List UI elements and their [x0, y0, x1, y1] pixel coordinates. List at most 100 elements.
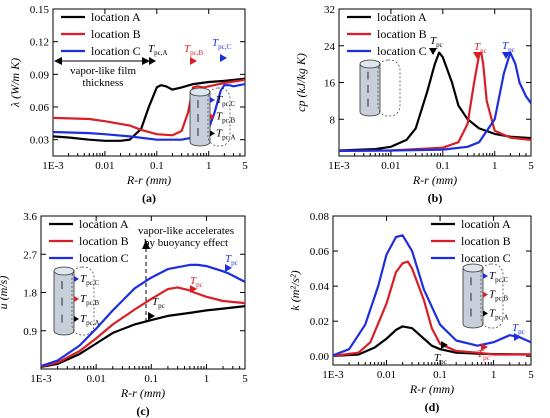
y-tick-label: 0.06: [30, 102, 50, 114]
inset-label: Tpc,C: [489, 270, 508, 284]
x-tick-label: 0.01: [87, 373, 106, 385]
tpc-marker: [190, 57, 197, 65]
inset-label: Tpc,C: [80, 273, 99, 287]
y-axis-label: k (m²/s²): [288, 270, 302, 310]
panel-label: (a): [142, 191, 156, 205]
legend-entry: location B: [79, 234, 129, 248]
annotation-text: thickness: [83, 77, 124, 89]
panel-b: 1E-3 0.01 0.1 1 5 8 16 24 32 R-r (mm) cp (kJ/kg K)…: [294, 4, 534, 205]
y-tick-label: 0.12: [30, 37, 49, 49]
tpc-label-c: Tpc,C: [212, 37, 231, 51]
x-tick-label: 0.1: [150, 160, 164, 172]
legend-entry: location C: [91, 44, 141, 58]
x-axis-label: R-r (mm): [409, 382, 454, 396]
x-tick-label: 1E-3: [30, 373, 52, 385]
panel-label: (d): [425, 400, 440, 414]
cylinder-inset: [359, 59, 401, 117]
x-tick-label: 0.01: [381, 160, 400, 172]
y-tick-label: 0.00: [310, 351, 330, 363]
inset-label: Tpc,C: [216, 94, 235, 108]
x-tick-label: 5: [242, 373, 248, 385]
inset-label: Tpc,B: [216, 111, 235, 125]
y-tick-label: 16: [324, 78, 336, 90]
tpc-marker: [514, 333, 521, 341]
x-tick-label: 1E-3: [322, 369, 344, 381]
y-tick-label: 3.6: [23, 211, 37, 223]
x-axis-label: R-r (mm): [126, 173, 171, 187]
tpc-label-b: Tpc: [474, 41, 487, 55]
series-line-c: [40, 263, 246, 368]
tpc-marker: [473, 52, 481, 59]
arrow-head: [54, 57, 62, 65]
tpc-marker: [148, 312, 155, 320]
x-tick-label: 1E-3: [328, 160, 350, 172]
tpc-label-a: Tpc,A: [148, 43, 168, 57]
y-tick-label: 0.9: [23, 326, 37, 338]
legend-entry: location A: [377, 10, 427, 24]
x-tick-label: 0.1: [144, 373, 158, 385]
y-tick-label: 8: [330, 114, 336, 126]
y-tick-label: 0.04: [310, 281, 330, 293]
tpc-label-a: Tpc: [430, 35, 443, 49]
inset-label: Tpc,B: [489, 289, 508, 303]
arrow-head: [142, 57, 150, 65]
x-tick-label: 5: [242, 160, 248, 172]
tpc-marker: [429, 48, 437, 55]
legend-entry: location C: [461, 251, 511, 265]
tpc-marker: [220, 54, 227, 62]
legend-entry: location B: [377, 27, 427, 41]
y-tick-label: 1.8: [23, 288, 37, 300]
x-axis-label: R-r (mm): [412, 173, 457, 187]
x-tick-label: 1E-3: [42, 160, 64, 172]
y-tick-label: 0.08: [310, 211, 330, 223]
tpc-label-b: Tpc: [190, 275, 203, 289]
y-tick-label: 0.03: [30, 135, 50, 147]
tpc-marker: [190, 285, 197, 293]
x-tick-label: 1: [204, 373, 210, 385]
y-tick-label: 0.02: [310, 316, 329, 328]
legend-entry: location A: [91, 10, 141, 24]
y-tick-label: 0.06: [310, 246, 330, 258]
y-axis-label: u (m/s): [0, 276, 10, 310]
legend-entry: location C: [79, 251, 129, 265]
cylinder-inset: Tpc,C Tpc,B Tpc,A: [462, 263, 509, 329]
tpc-label-a: Tpc: [434, 352, 447, 366]
x-tick-label: 0.1: [436, 160, 450, 172]
y-tick-label: 0.15: [30, 4, 50, 16]
annotation-text: vapor-like accelerates: [138, 225, 234, 237]
legend-entry: location B: [461, 234, 511, 248]
series-line-b: [332, 260, 531, 357]
x-tick-label: 1: [492, 160, 498, 172]
cylinder-inset: Tpc,C Tpc,B Tpc,A: [53, 266, 100, 336]
series-line-c: [332, 234, 532, 357]
series-line-a: [40, 305, 246, 368]
panel-c: 1E-3 0.01 0.1 1 5 0.9 1.8 2.7 3.6 R-r (mm) u (m/s)…: [0, 211, 248, 418]
x-tick-label: 1: [491, 369, 497, 381]
y-tick-label: 32: [324, 4, 335, 16]
y-axis-label: λ (W/m K): [8, 58, 22, 108]
y-tick-label: 2.7: [23, 249, 37, 261]
tpc-marker: [149, 57, 156, 65]
annotation-text: by buoyancy effect: [144, 237, 228, 249]
x-tick-label: 1: [206, 160, 212, 172]
series-line-a: [52, 77, 246, 142]
annotation-text: vapor-like film: [70, 65, 137, 77]
x-tick-label: 0.01: [95, 160, 114, 172]
arrow-head: [142, 240, 150, 249]
legend-entry: location A: [79, 217, 129, 231]
legend-entry: location B: [91, 27, 141, 41]
tpc-label-b: Tpc: [477, 348, 490, 362]
y-tick-label: 0.09: [30, 69, 50, 81]
panel-label: (b): [428, 191, 443, 205]
tpc-label-c: Tpc: [512, 322, 525, 336]
x-axis-label: R-r (mm): [120, 386, 165, 400]
tpc-label-a: Tpc: [152, 296, 165, 310]
inset-label: Tpc,A: [216, 127, 236, 141]
x-tick-label: 0.1: [433, 369, 447, 381]
cylinder-inset: Tpc,C Tpc,B Tpc,A: [189, 87, 236, 147]
tpc-label-c: Tpc: [225, 253, 238, 267]
y-axis-label: cp (kJ/kg K): [294, 53, 308, 112]
inset-label: Tpc,A: [80, 313, 100, 327]
tpc-label-b: Tpc,B: [184, 43, 203, 57]
